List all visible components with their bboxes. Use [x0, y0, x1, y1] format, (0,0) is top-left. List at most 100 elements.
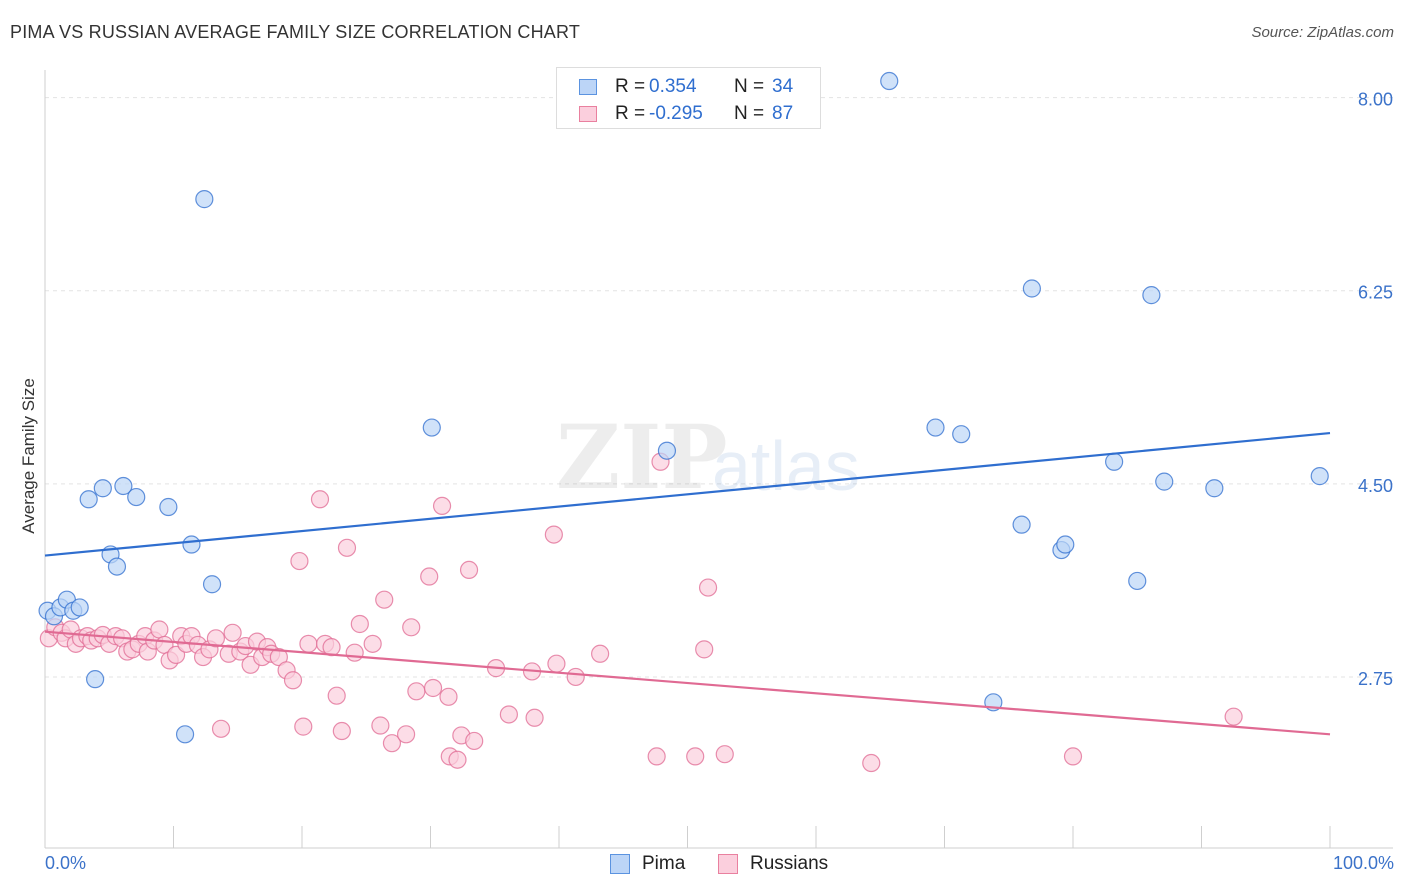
- pima-point: [159, 497, 178, 517]
- n-label: N =: [734, 103, 765, 124]
- chart-title: PIMA VS RUSSIAN AVERAGE FAMILY SIZE CORR…: [10, 22, 581, 42]
- russians-point: [407, 682, 426, 701]
- pima-point: [79, 490, 98, 509]
- pima-point: [93, 479, 112, 498]
- russians-point: [499, 705, 518, 724]
- russians-point: [294, 717, 313, 736]
- n-value: 34: [772, 76, 794, 97]
- x-ticks: [44, 826, 1331, 848]
- russians-swatch: [579, 106, 597, 122]
- russians-point: [544, 525, 563, 544]
- pima-point: [114, 476, 133, 496]
- russians-point: [698, 578, 718, 597]
- russians-point: [223, 623, 242, 642]
- russians-point: [345, 643, 364, 662]
- r-value: 0.354: [649, 76, 697, 97]
- y-tick-label: 2.75: [1358, 669, 1393, 689]
- russians-point: [686, 747, 705, 766]
- russians-point: [332, 721, 351, 741]
- russians-points: [39, 452, 1243, 773]
- russians-point: [290, 551, 309, 571]
- russians-point: [862, 753, 881, 773]
- source-label: Source: ZipAtlas.com: [1251, 24, 1394, 41]
- russians-point: [382, 734, 402, 753]
- pima-point: [880, 71, 899, 91]
- russians-point: [350, 614, 369, 634]
- russians-point: [566, 667, 585, 687]
- trend-lines: [44, 431, 1331, 736]
- pima-point: [1142, 286, 1161, 305]
- pima-trend-line: [44, 431, 1331, 557]
- pima-point: [127, 487, 146, 507]
- pima-point: [1022, 279, 1041, 298]
- pima-point: [202, 575, 222, 594]
- y-axis-label: Average Family Size: [19, 378, 38, 534]
- pima-point: [657, 441, 677, 460]
- russians-point: [327, 686, 346, 705]
- y-tick-label: 4.50: [1358, 476, 1393, 496]
- russians-point: [423, 678, 443, 698]
- pima-point: [1105, 452, 1124, 471]
- russians-point: [299, 634, 318, 653]
- russians-point: [432, 496, 452, 516]
- pima-point: [1128, 571, 1147, 591]
- russians-point: [1063, 747, 1083, 766]
- russians-point: [310, 490, 330, 509]
- russians-trend-line: [44, 630, 1331, 736]
- grid-lines: [45, 97, 1393, 678]
- pima-point: [195, 190, 214, 209]
- pima-point: [86, 670, 105, 689]
- pima-legend-label: Pima: [642, 853, 686, 874]
- russians-point: [547, 654, 566, 673]
- pima-point: [1012, 515, 1031, 534]
- watermark-atlas: atlas: [712, 427, 860, 505]
- russians-point: [459, 560, 479, 580]
- watermark: ZIP atlas: [556, 405, 860, 509]
- russians-point: [465, 731, 484, 751]
- russians-point: [448, 750, 467, 769]
- pima-point: [1155, 472, 1174, 491]
- russians-point: [337, 538, 357, 557]
- russians-point: [647, 747, 666, 766]
- russians-point: [420, 567, 439, 586]
- pima-points: [38, 71, 1329, 744]
- y-tick-labels: 2.75 4.50 6.25 8.00: [1358, 90, 1393, 689]
- pima-point: [1056, 535, 1075, 554]
- russians-point: [363, 634, 382, 653]
- russians-legend-swatch: [718, 854, 738, 874]
- russians-point: [150, 620, 169, 639]
- russians-point: [1224, 707, 1243, 726]
- x-tick-label-max: 100.0%: [1333, 853, 1394, 873]
- russians-point: [695, 640, 714, 659]
- russians-point: [371, 716, 390, 735]
- pima-point: [70, 598, 89, 617]
- russians-point: [439, 687, 458, 706]
- x-tick-label-min: 0.0%: [45, 853, 86, 873]
- russians-point: [402, 618, 421, 637]
- russians-point: [591, 644, 610, 663]
- pima-point: [952, 425, 971, 444]
- russians-point: [206, 629, 226, 648]
- pima-point: [175, 725, 195, 744]
- pima-point: [1310, 467, 1329, 486]
- pima-swatch: [579, 79, 597, 95]
- r-label: R =: [615, 76, 646, 97]
- y-tick-label: 8.00: [1358, 90, 1393, 110]
- y-tick-label: 6.25: [1358, 283, 1393, 303]
- r-value: -0.295: [649, 103, 703, 124]
- russians-point: [715, 745, 734, 764]
- axes: [44, 70, 1393, 849]
- pima-point: [926, 418, 945, 437]
- n-value: 87: [772, 103, 794, 124]
- pima-point: [107, 557, 127, 576]
- pima-point: [422, 418, 441, 437]
- russians-point: [211, 719, 231, 738]
- russians-point: [525, 708, 544, 727]
- russians-point: [283, 671, 303, 690]
- russians-point: [396, 725, 416, 744]
- pima-point: [1205, 479, 1224, 498]
- watermark-zip: ZIP: [556, 405, 728, 509]
- russians-point: [375, 590, 394, 609]
- r-label: R =: [615, 103, 646, 124]
